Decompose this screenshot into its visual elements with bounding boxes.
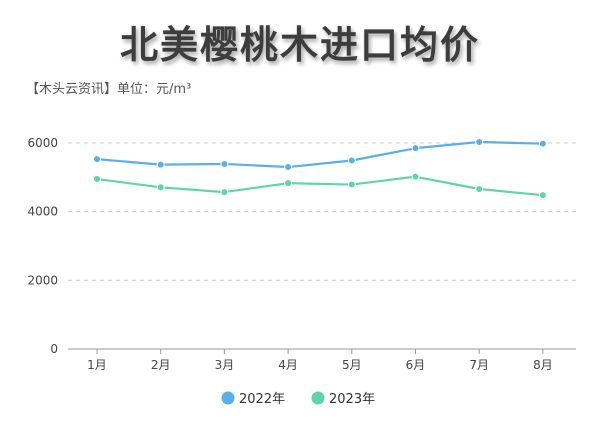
legend-marker-2 — [311, 391, 325, 405]
data-point — [411, 172, 420, 181]
x-tick-label: 7月 — [469, 358, 489, 372]
legend-marker-1 — [221, 391, 235, 405]
legend-label-1: 2022年 — [239, 392, 285, 407]
data-point — [475, 185, 484, 194]
data-point — [411, 144, 420, 153]
x-tick-label: 5月 — [342, 358, 362, 372]
data-point — [538, 139, 547, 148]
x-tick-label: 8月 — [533, 358, 553, 372]
x-tick-label: 2月 — [151, 358, 171, 372]
y-tick-label: 4000 — [27, 205, 58, 219]
data-point — [220, 159, 229, 168]
data-point — [93, 175, 101, 184]
data-point — [475, 137, 484, 146]
chart-subtitle: 【木头云资讯】单位：元/m³ — [26, 82, 192, 97]
data-point — [156, 183, 165, 192]
axes: 0 2000 4000 6000 1月 2月 3月 4月 5月 6月 7月 8月 — [27, 136, 576, 372]
chart-title: 北美樱桃木进口均价 — [119, 23, 480, 67]
data-point — [284, 179, 293, 188]
y-tick-label: 0 — [50, 342, 58, 356]
data-point — [284, 163, 293, 172]
data-point — [538, 191, 547, 200]
data-point — [93, 155, 101, 164]
x-tick-label: 4月 — [278, 358, 298, 372]
legend: 2022年 2023年 — [221, 391, 375, 407]
series-line-2 — [96, 175, 544, 197]
x-tick-label: 1月 — [87, 358, 107, 372]
x-tick-label: 3月 — [215, 358, 235, 372]
series-layer — [93, 137, 547, 200]
series-line-1 — [96, 140, 543, 169]
data-point — [156, 160, 165, 169]
data-point — [220, 188, 229, 197]
legend-label-2: 2023年 — [329, 392, 375, 407]
data-point — [347, 180, 356, 189]
data-point — [347, 156, 356, 165]
y-tick-label: 2000 — [27, 273, 58, 287]
x-tick-label: 6月 — [406, 358, 426, 372]
y-tick-label: 6000 — [27, 136, 58, 150]
